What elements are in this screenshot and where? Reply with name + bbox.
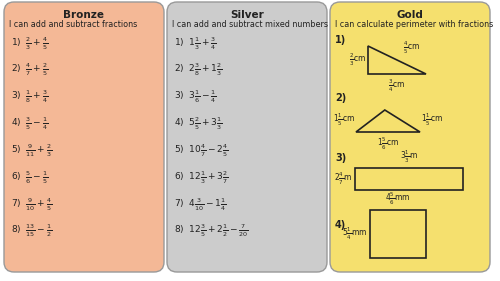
- Text: Bronze: Bronze: [64, 10, 104, 20]
- Text: 4): 4): [335, 220, 346, 230]
- Text: $4\frac{5}{6}$mm: $4\frac{5}{6}$mm: [386, 191, 410, 207]
- Text: $2\frac{4}{7}$m: $2\frac{4}{7}$m: [334, 171, 352, 187]
- Text: 5)  $10\frac{4}{7}-2\frac{4}{5}$: 5) $10\frac{4}{7}-2\frac{4}{5}$: [174, 142, 229, 159]
- Text: 2)  $2\frac{3}{8}+1\frac{2}{3}$: 2) $2\frac{3}{8}+1\frac{2}{3}$: [174, 62, 222, 78]
- Text: I can calculate perimeter with fractions: I can calculate perimeter with fractions: [335, 20, 493, 29]
- Text: 8)  $12\frac{3}{5}+2\frac{1}{2}-\frac{7}{20}$: 8) $12\frac{3}{5}+2\frac{1}{2}-\frac{7}{…: [174, 223, 248, 239]
- Text: $5\frac{1}{4}$mm: $5\frac{1}{4}$mm: [342, 226, 367, 242]
- Text: 5)  $\frac{9}{11}+\frac{2}{3}$: 5) $\frac{9}{11}+\frac{2}{3}$: [11, 142, 52, 159]
- Text: 3)  $\frac{1}{8}+\frac{3}{4}$: 3) $\frac{1}{8}+\frac{3}{4}$: [11, 89, 48, 105]
- Text: $3\frac{1}{3}$m: $3\frac{1}{3}$m: [400, 149, 418, 165]
- Text: 7)  $\frac{9}{10}+\frac{4}{5}$: 7) $\frac{9}{10}+\frac{4}{5}$: [11, 196, 52, 212]
- Text: 8)  $\frac{13}{15}-\frac{1}{2}$: 8) $\frac{13}{15}-\frac{1}{2}$: [11, 223, 52, 239]
- FancyBboxPatch shape: [4, 2, 164, 272]
- FancyBboxPatch shape: [167, 2, 327, 272]
- Text: 1)  $\frac{2}{3}+\frac{4}{5}$: 1) $\frac{2}{3}+\frac{4}{5}$: [11, 35, 48, 52]
- Text: 6)  $\frac{5}{6}-\frac{1}{5}$: 6) $\frac{5}{6}-\frac{1}{5}$: [11, 169, 48, 186]
- Text: 2)  $\frac{4}{7}+\frac{2}{5}$: 2) $\frac{4}{7}+\frac{2}{5}$: [11, 62, 48, 78]
- Text: $1\frac{1}{5}$cm: $1\frac{1}{5}$cm: [421, 112, 443, 128]
- Bar: [370, 210, 426, 258]
- Text: Silver: Silver: [230, 10, 264, 20]
- Bar: [355, 168, 463, 190]
- Text: 7)  $4\frac{3}{10}-1\frac{1}{4}$: 7) $4\frac{3}{10}-1\frac{1}{4}$: [174, 196, 227, 212]
- Text: 1): 1): [335, 35, 346, 45]
- Text: 4)  $\frac{3}{5}-\frac{1}{4}$: 4) $\frac{3}{5}-\frac{1}{4}$: [11, 115, 48, 132]
- Text: 4)  $5\frac{2}{5}+3\frac{1}{3}$: 4) $5\frac{2}{5}+3\frac{1}{3}$: [174, 115, 222, 132]
- Text: $1\frac{1}{5}$cm: $1\frac{1}{5}$cm: [333, 112, 355, 128]
- Text: Gold: Gold: [396, 10, 423, 20]
- Text: 2): 2): [335, 93, 346, 103]
- Text: 3)  $3\frac{1}{6}-\frac{1}{4}$: 3) $3\frac{1}{6}-\frac{1}{4}$: [174, 89, 217, 105]
- Text: $1\frac{5}{6}$cm: $1\frac{5}{6}$cm: [377, 136, 399, 152]
- Text: $\frac{4}{5}$cm: $\frac{4}{5}$cm: [403, 40, 420, 56]
- Text: $\frac{3}{4}$cm: $\frac{3}{4}$cm: [388, 78, 406, 94]
- Text: 1)  $1\frac{1}{3}+\frac{3}{4}$: 1) $1\frac{1}{3}+\frac{3}{4}$: [174, 35, 217, 52]
- Text: I can add and subtract fractions: I can add and subtract fractions: [9, 20, 137, 29]
- Text: $\frac{2}{3}$cm: $\frac{2}{3}$cm: [348, 52, 366, 68]
- FancyBboxPatch shape: [330, 2, 490, 272]
- Text: 3): 3): [335, 153, 346, 163]
- Text: 6)  $12\frac{1}{3}+3\frac{2}{7}$: 6) $12\frac{1}{3}+3\frac{2}{7}$: [174, 169, 229, 186]
- Text: I can add and subtract mixed numbers: I can add and subtract mixed numbers: [172, 20, 328, 29]
